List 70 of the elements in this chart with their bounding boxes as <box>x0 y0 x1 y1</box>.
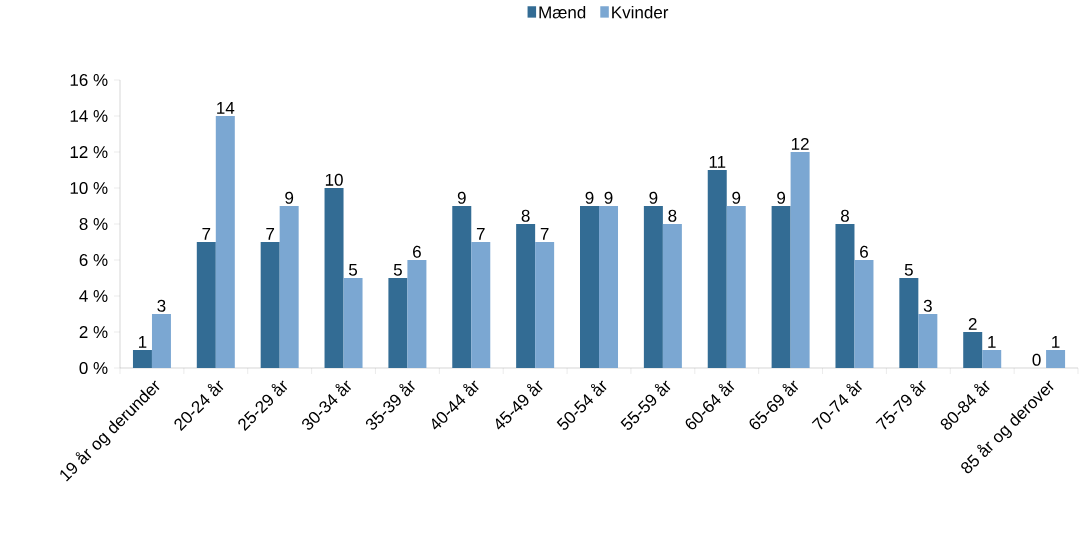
data-label: 8 <box>840 209 849 222</box>
y-tick-label: 14 % <box>70 110 108 122</box>
data-label: 5 <box>348 263 358 276</box>
bar <box>599 206 619 368</box>
bar <box>215 116 235 368</box>
data-label: 8 <box>668 209 677 222</box>
data-label: 5 <box>393 263 402 276</box>
data-label: 1 <box>1052 336 1060 348</box>
data-label: 11 <box>709 156 726 168</box>
data-label: 14 <box>217 102 235 114</box>
bar <box>343 278 363 368</box>
data-label: 9 <box>457 191 466 204</box>
bar <box>854 260 874 368</box>
data-label: 2 <box>968 317 977 330</box>
bar <box>835 224 855 368</box>
data-label: 1 <box>139 336 147 348</box>
bar <box>388 278 408 368</box>
y-tick-label: 0 % <box>79 361 108 375</box>
y-tick-label: 4 % <box>79 290 108 302</box>
data-label: 6 <box>860 245 868 258</box>
bar <box>535 242 555 368</box>
bar <box>260 242 280 368</box>
legend-label: Mænd <box>539 5 586 19</box>
bar <box>899 278 919 368</box>
bar <box>643 206 663 368</box>
bar <box>1046 350 1066 368</box>
y-tick-label: 2 % <box>79 326 108 338</box>
y-tick-label: 16 % <box>70 73 108 87</box>
data-label: 1 <box>988 336 996 348</box>
bar <box>662 224 682 368</box>
data-label: 3 <box>157 299 166 312</box>
data-label: 3 <box>923 299 932 312</box>
data-label: 8 <box>521 209 530 222</box>
bar <box>279 206 299 368</box>
bar <box>452 206 472 368</box>
data-label: 7 <box>202 228 211 240</box>
bar <box>471 242 491 368</box>
legend-label: Kvinder <box>612 5 669 19</box>
bar <box>790 152 810 368</box>
bar <box>196 242 216 368</box>
data-label: 9 <box>604 191 613 204</box>
bar <box>151 314 171 368</box>
data-label: 9 <box>285 191 294 204</box>
bar <box>771 206 791 368</box>
bar <box>407 260 427 368</box>
data-label: 9 <box>585 191 594 204</box>
data-label: 9 <box>649 191 658 204</box>
y-tick-label: 8 % <box>79 217 108 231</box>
bar <box>516 224 536 368</box>
y-tick-label: 6 % <box>79 253 108 267</box>
data-label: 9 <box>777 191 786 204</box>
data-label: 5 <box>904 263 913 276</box>
bar <box>580 206 600 368</box>
y-tick-label: 12 % <box>70 146 108 158</box>
data-label: 6 <box>413 245 421 258</box>
bar <box>963 332 983 368</box>
bar <box>132 350 152 368</box>
bar <box>918 314 938 368</box>
bar <box>982 350 1002 368</box>
data-label: 7 <box>266 228 275 240</box>
bar <box>726 206 746 368</box>
data-label: 9 <box>732 191 741 204</box>
data-label: 12 <box>791 137 809 150</box>
y-tick-label: 10 % <box>70 181 108 195</box>
data-label: 7 <box>540 228 549 240</box>
bar <box>324 188 344 368</box>
data-label: 10 <box>325 173 343 186</box>
data-label: 7 <box>476 228 485 240</box>
bar <box>707 170 727 368</box>
data-label: 0 <box>1032 353 1041 366</box>
